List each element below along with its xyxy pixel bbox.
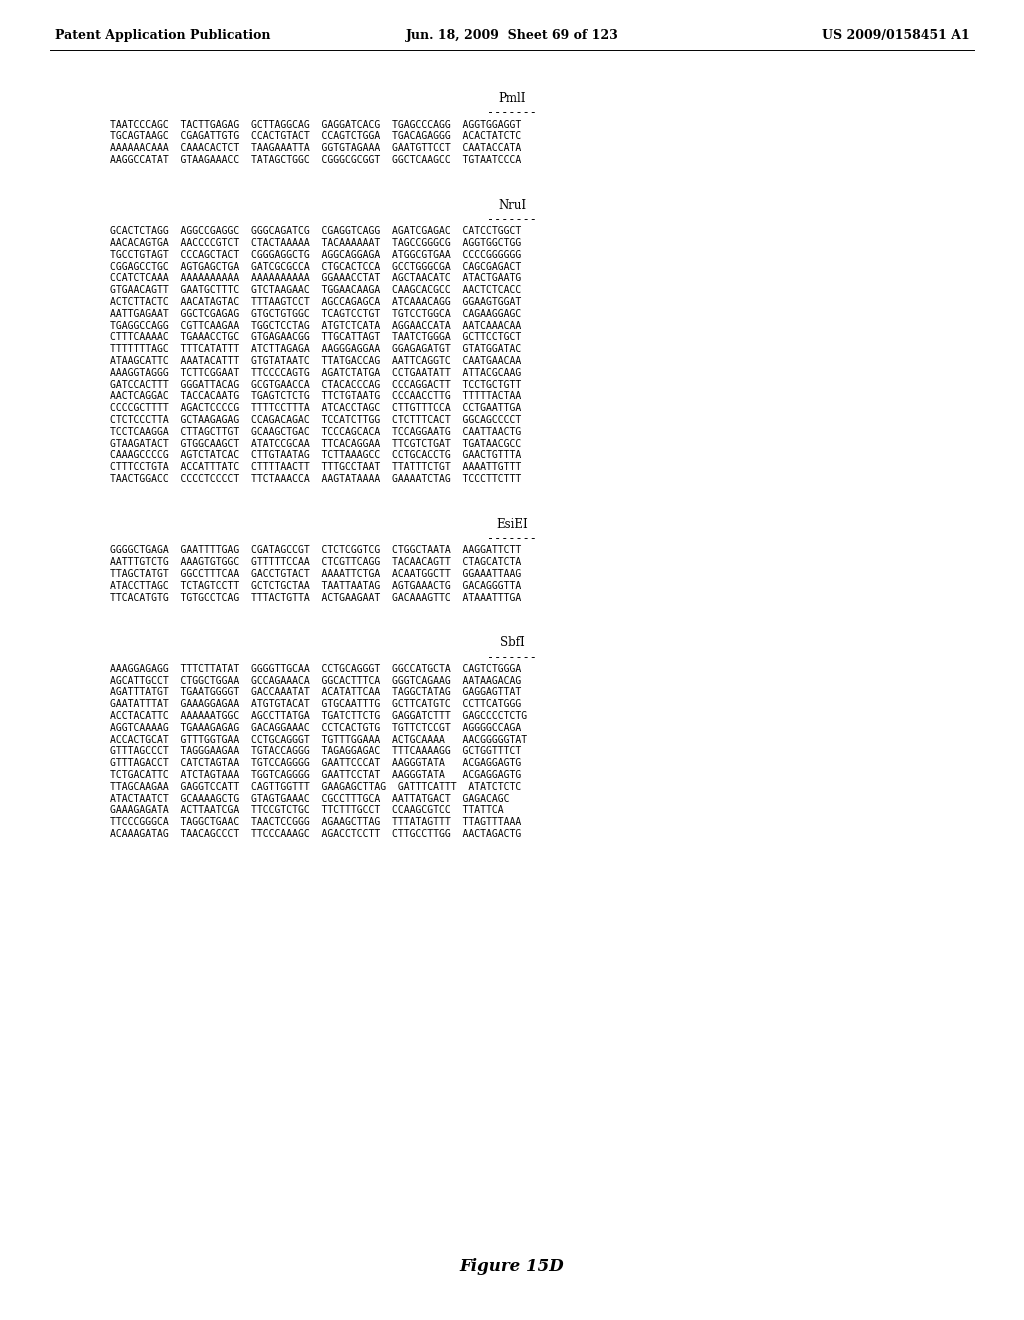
Text: CTCTCCCTTA  GCTAAGAGAG  CCAGACAGAC  TCCATCTTGG  CTCTTTCACT  GGCAGCCCCT: CTCTCCCTTA GCTAAGAGAG CCAGACAGAC TCCATCT…	[110, 414, 521, 425]
Text: TTAGCTATGT  GGCCTTTCAA  GACCTGTACT  AAAATTCTGA  ACAATGGCTT  GGAAATTAAG: TTAGCTATGT GGCCTTTCAA GACCTGTACT AAAATTC…	[110, 569, 521, 579]
Text: CTTTCCTGTA  ACCATTTATC  CTTTTAACTT  TTTGCCTAAT  TTATTTCTGT  AAAATTGTTT: CTTTCCTGTA ACCATTTATC CTTTTAACTT TTTGCCT…	[110, 462, 521, 473]
Text: Patent Application Publication: Patent Application Publication	[55, 29, 270, 41]
Text: ATACCTTAGC  TCTAGTCCTT  GCTCTGCTAA  TAATTAATAG  AGTGAAACTG  GACAGGGTTA: ATACCTTAGC TCTAGTCCTT GCTCTGCTAA TAATTAA…	[110, 581, 521, 591]
Text: TTAGCAAGAA  GAGGTCCATT  CAGTTGGTTT  GAAGAGCTTAG  GATTTCATTT  ATATCTCTC: TTAGCAAGAA GAGGTCCATT CAGTTGGTTT GAAGAGC…	[110, 781, 521, 792]
Text: CCCCGCTTTT  AGACTCCCCG  TTTTCCTTTA  ATCACCTAGC  CTTGTTTCCA  CCTGAATTGA: CCCCGCTTTT AGACTCCCCG TTTTCCTTTA ATCACCT…	[110, 403, 521, 413]
Text: Jun. 18, 2009  Sheet 69 of 123: Jun. 18, 2009 Sheet 69 of 123	[406, 29, 618, 41]
Text: CCATCTCAAA  AAAAAAAAAA  AAAAAAAAAA  GGAAACCTAT  AGCTAACATC  ATACTGAATG: CCATCTCAAA AAAAAAAAAA AAAAAAAAAA GGAAACC…	[110, 273, 521, 284]
Text: CGGAGCCTGC  AGTGAGCTGA  GATCGCGCCA  CTGCACTCCA  GCCTGGGCGA  CAGCGAGACT: CGGAGCCTGC AGTGAGCTGA GATCGCGCCA CTGCACT…	[110, 261, 521, 272]
Text: -------: -------	[487, 214, 537, 226]
Text: GTAAGATACT  GTGGCAAGCT  ATATCCGCAA  TTCACAGGAA  TTCGTCTGAT  TGATAACGCC: GTAAGATACT GTGGCAAGCT ATATCCGCAA TTCACAG…	[110, 438, 521, 449]
Text: AGCATTGCCT  CTGGCTGGAA  GCCAGAAACA  GGCACTTTCA  GGGTCAGAAG  AATAAGACAG: AGCATTGCCT CTGGCTGGAA GCCAGAAACA GGCACTT…	[110, 676, 521, 685]
Text: SbfI: SbfI	[500, 636, 524, 649]
Text: -------: -------	[487, 651, 537, 664]
Text: ACAAAGATAG  TAACAGCCCT  TTCCCAAAGC  AGACCTCCTT  CTTGCCTTGG  AACTAGACTG: ACAAAGATAG TAACAGCCCT TTCCCAAAGC AGACCTC…	[110, 829, 521, 840]
Text: US 2009/0158451 A1: US 2009/0158451 A1	[822, 29, 970, 41]
Text: AAAGGTAGGG  TCTTCGGAAT  TTCCCCAGTG  AGATCTATGA  CCTGAATATT  ATTACGCAAG: AAAGGTAGGG TCTTCGGAAT TTCCCCAGTG AGATCTA…	[110, 368, 521, 378]
Text: GTTTAGACCT  CATCTAGTAA  TGTCCAGGGG  GAATTCCCAT  AAGGGTATA   ACGAGGAGTG: GTTTAGACCT CATCTAGTAA TGTCCAGGGG GAATTCC…	[110, 758, 521, 768]
Text: -------: -------	[487, 107, 537, 120]
Text: AAGGCCATAT  GTAAGAAACC  TATAGCTGGC  CGGGCGCGGT  GGCTCAAGCC  TGTAATCCCA: AAGGCCATAT GTAAGAAACC TATAGCTGGC CGGGCGC…	[110, 154, 521, 165]
Text: AAAGGAGAGG  TTTCTTATAT  GGGGTTGCAA  CCTGCAGGGT  GGCCATGCTA  CAGTCTGGGA: AAAGGAGAGG TTTCTTATAT GGGGTTGCAA CCTGCAG…	[110, 664, 521, 673]
Text: ATACTAATCT  GCAAAAGCTG  GTAGTGAAAC  CGCCTTTGCA  AATTATGACT  GAGACAGC: ATACTAATCT GCAAAAGCTG GTAGTGAAAC CGCCTTT…	[110, 793, 510, 804]
Text: AATTGAGAAT  GGCTCGAGAG  GTGCTGTGGC  TCAGTCCTGT  TGTCCTGGCA  CAGAAGGAGC: AATTGAGAAT GGCTCGAGAG GTGCTGTGGC TCAGTCC…	[110, 309, 521, 319]
Text: GCACTCTAGG  AGGCCGAGGC  GGGCAGATCG  CGAGGTCAGG  AGATCGAGAC  CATCCTGGCT: GCACTCTAGG AGGCCGAGGC GGGCAGATCG CGAGGTC…	[110, 226, 521, 236]
Text: ATAAGCATTC  AAATACATTT  GTGTATAATC  TTATGACCAG  AATTCAGGTC  CAATGAACAA: ATAAGCATTC AAATACATTT GTGTATAATC TTATGAC…	[110, 356, 521, 366]
Text: GTGAACAGTT  GAATGCTTTC  GTCTAAGAAC  TGGAACAAGA  CAAGCACGCC  AACTCTCACC: GTGAACAGTT GAATGCTTTC GTCTAAGAAC TGGAACA…	[110, 285, 521, 296]
Text: AGGTCAAAAG  TGAAAGAGAG  GACAGGAAAC  CCTCACTGTG  TGTTCTCCGT  AGGGGCCAGA: AGGTCAAAAG TGAAAGAGAG GACAGGAAAC CCTCACT…	[110, 723, 521, 733]
Text: Figure 15D: Figure 15D	[460, 1258, 564, 1275]
Text: TGAGGCCAGG  CGTTCAAGAA  TGGCTCCTAG  ATGTCTCATA  AGGAACCATA  AATCAAACAA: TGAGGCCAGG CGTTCAAGAA TGGCTCCTAG ATGTCTC…	[110, 321, 521, 330]
Text: AACTCAGGAC  TACCACAATG  TGAGTCTCTG  TTCTGTAATG  CCCAACCTTG  TTTTTACTAA: AACTCAGGAC TACCACAATG TGAGTCTCTG TTCTGTA…	[110, 392, 521, 401]
Text: TAATCCCAGC  TACTTGAGAG  GCTTAGGCAG  GAGGATCACG  TGAGCCCAGG  AGGTGGAGGT: TAATCCCAGC TACTTGAGAG GCTTAGGCAG GAGGATC…	[110, 120, 521, 129]
Text: TGCCTGTAGT  CCCAGCTACT  CGGGAGGCTG  AGGCAGGAGA  ATGGCGTGAA  CCCCGGGGGG: TGCCTGTAGT CCCAGCTACT CGGGAGGCTG AGGCAGG…	[110, 249, 521, 260]
Text: TTTTTTTАGC  TTTCATATTT  ATCTTAGAGA  AAGGGAGGAA  GGAGAGATGT  GTATGGATAC: TTTTTTTАGC TTTCATATTT ATCTTAGAGA AAGGGAG…	[110, 345, 521, 354]
Text: EsiEI: EsiEI	[496, 517, 528, 531]
Text: TAACTGGACC  CCCCTCCCCT  TTCTAAACCA  AAGTATAAAA  GAAAATCTAG  TCCCTTCTTT: TAACTGGACC CCCCTCCCCT TTCTAAACCA AAGTATA…	[110, 474, 521, 484]
Text: NruI: NruI	[498, 199, 526, 211]
Text: ACCACTGCAT  GTTTGGTGAA  CCTGCAGGGT  TGTTTGGAAA  ACTGCAAAA   AACGGGGGTAT: ACCACTGCAT GTTTGGTGAA CCTGCAGGGT TGTTTGG…	[110, 735, 527, 744]
Text: CAAAGCCCCG  AGTCTATCAC  CTTGTAATAG  TCTTAAAGCC  CCTGCACCTG  GAACTGTTTA: CAAAGCCCCG AGTCTATCAC CTTGTAATAG TCTTAAA…	[110, 450, 521, 461]
Text: GATCCACTTT  GGGATTACAG  GCGTGAACCA  CTACACCCAG  CCCAGGACTT  TCCTGCTGTT: GATCCACTTT GGGATTACAG GCGTGAACCA CTACACC…	[110, 380, 521, 389]
Text: GTTTAGCCCT  TAGGGAAGAA  TGTACCAGGG  TAGAGGAGAC  TTTCAAAAGG  GCTGGTTTCT: GTTTAGCCCT TAGGGAAGAA TGTACCAGGG TAGAGGA…	[110, 746, 521, 756]
Text: TCTGACATTC  ATCTAGTAAA  TGGTCAGGGG  GAATTCCTAT  AAGGGTATA   ACGAGGAGTG: TCTGACATTC ATCTAGTAAA TGGTCAGGGG GAATTCC…	[110, 770, 521, 780]
Text: ACCTACATTC  AAAAAATGGC  AGCCTTATGA  TGATCTTCTG  GAGGATCTTT  GAGCCCCTCTG: ACCTACATTC AAAAAATGGC AGCCTTATGA TGATCTT…	[110, 711, 527, 721]
Text: PmlI: PmlI	[499, 92, 525, 106]
Text: AACACAGTGA  AACCCCGTCT  CTACTAAAAA  TACAAAAAAT  TAGCCGGGCG  AGGTGGCTGG: AACACAGTGA AACCCCGTCT CTACTAAAAA TACAAAA…	[110, 238, 521, 248]
Text: GGGGCTGAGA  GAATTTTGAG  CGATAGCCGT  CTCTCGGTCG  CTGGCTAATA  AAGGATTCTT: GGGGCTGAGA GAATTTTGAG CGATAGCCGT CTCTCGG…	[110, 545, 521, 556]
Text: TCCTCAAGGA  CTTAGCTTGT  GCAAGCTGAC  TCCCAGCACA  TCCAGGAATG  CAATTAACTG: TCCTCAAGGA CTTAGCTTGT GCAAGCTGAC TCCCAGC…	[110, 426, 521, 437]
Text: AAAAAACAAA  CAAACACTCT  TAAGAAATTA  GGTGTAGAAA  GAATGTTCCT  CAATACCATA: AAAAAACAAA CAAACACTCT TAAGAAATTA GGTGTAG…	[110, 143, 521, 153]
Text: GAAAGAGATA  ACTTAATCGA  TTCCGTCTGC  TTCTTTGCCT  CCAAGCGTCC  TTATTCA: GAAAGAGATA ACTTAATCGA TTCCGTCTGC TTCTTTG…	[110, 805, 504, 816]
Text: ACTCTTACTC  AACATAGTAC  TTTAAGTCCT  AGCCAGAGCA  ATCAAACAGG  GGAAGTGGAT: ACTCTTACTC AACATAGTAC TTTAAGTCCT AGCCAGA…	[110, 297, 521, 308]
Text: AGATTTATGT  TGAATGGGGT  GACCAAATAT  ACATATTCAA  TAGGCTATAG  GAGGAGTTAT: AGATTTATGT TGAATGGGGT GACCAAATAT ACATATT…	[110, 688, 521, 697]
Text: TTCACATGTG  TGTGCCTCAG  TTTACTGTTA  ACTGAAGAAT  GACAAAGTTC  ATAAATTTGA: TTCACATGTG TGTGCCTCAG TTTACTGTTA ACTGAAG…	[110, 593, 521, 602]
Text: TTCCCGGGCA  TAGGCTGAAC  TAACTCCGGG  AGAAGCTTAG  TTTATAGTTT  TTAGTTTAAA: TTCCCGGGCA TAGGCTGAAC TAACTCCGGG AGAAGCT…	[110, 817, 521, 828]
Text: AATTTGTCTG  AAAGTGTGGC  GTTTTTCCAA  CTCGTTCAGG  TACAACAGTT  CTAGCATCTA: AATTTGTCTG AAAGTGTGGC GTTTTTCCAA CTCGTTC…	[110, 557, 521, 568]
Text: TGCAGTAAGC  CGAGATTGTG  CCACTGTACT  CCAGTCTGGA  TGACAGAGGG  ACACTATCTC: TGCAGTAAGC CGAGATTGTG CCACTGTACT CCAGTCT…	[110, 131, 521, 141]
Text: CTTTCAAAAC  TGAAACCTGC  GTGAGAACGG  TTGCATTAGT  TAATCTGGGA  GCTTCCTGCT: CTTTCAAAAC TGAAACCTGC GTGAGAACGG TTGCATT…	[110, 333, 521, 342]
Text: GAATATTTAT  GAAAGGAGAA  ATGTGTACAT  GTGCAATTTG  GCTTCATGTC  CCTTCATGGG: GAATATTTAT GAAAGGAGAA ATGTGTACAT GTGCAAT…	[110, 700, 521, 709]
Text: -------: -------	[487, 532, 537, 545]
